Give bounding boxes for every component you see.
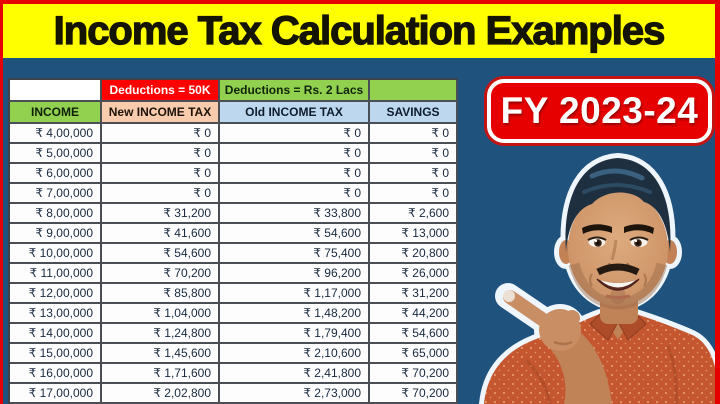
table-cell: ₹ 0 xyxy=(370,164,458,184)
table-row: ₹ 4,00,000 ₹ 0 ₹ 0 ₹ 0 xyxy=(10,124,458,144)
table-row: ₹ 13,00,000 ₹ 1,04,000 ₹ 1,48,200 ₹ 44,200 xyxy=(10,304,458,324)
fy-badge-label: FY 2023-24 xyxy=(500,90,699,131)
table-cell: ₹ 4,00,000 xyxy=(10,124,102,144)
table-cell: ₹ 0 xyxy=(370,124,458,144)
table-cell: ₹ 41,600 xyxy=(102,224,220,244)
table-cell: ₹ 75,400 xyxy=(220,244,370,264)
table-cell: ₹ 0 xyxy=(220,124,370,144)
table-row: ₹ 11,00,000 ₹ 70,200 ₹ 96,200 ₹ 26,000 xyxy=(10,264,458,284)
table-cell: ₹ 12,00,000 xyxy=(10,284,102,304)
table-cell: ₹ 1,71,600 xyxy=(102,364,220,384)
table-cell: ₹ 65,000 xyxy=(370,344,458,364)
table-cell: ₹ 1,24,800 xyxy=(102,324,220,344)
table-row: ₹ 6,00,000 ₹ 0 ₹ 0 ₹ 0 xyxy=(10,164,458,184)
table-row: ₹ 8,00,000 ₹ 31,200 ₹ 33,800 ₹ 2,600 xyxy=(10,204,458,224)
table-row: ₹ 14,00,000 ₹ 1,24,800 ₹ 1,79,400 ₹ 54,600 xyxy=(10,324,458,344)
table-cell: ₹ 13,00,000 xyxy=(10,304,102,324)
table-cell: ₹ 0 xyxy=(102,164,220,184)
table-cell: ₹ 26,000 xyxy=(370,264,458,284)
column-header-row: INCOME New INCOME TAX Old INCOME TAX SAV… xyxy=(10,102,458,124)
fy-badge: FY 2023-24 xyxy=(487,79,712,143)
table-row: ₹ 10,00,000 ₹ 54,600 ₹ 75,400 ₹ 20,800 xyxy=(10,244,458,264)
table-cell: ₹ 13,000 xyxy=(370,224,458,244)
shirt xyxy=(484,313,720,404)
table-cell: ₹ 0 xyxy=(220,144,370,164)
table-cell: ₹ 31,200 xyxy=(370,284,458,304)
table-cell: ₹ 1,45,600 xyxy=(102,344,220,364)
table-cell: ₹ 11,00,000 xyxy=(10,264,102,284)
table-cell: ₹ 70,200 xyxy=(370,384,458,404)
table-cell: ₹ 10,00,000 xyxy=(10,244,102,264)
table-row: ₹ 12,00,000 ₹ 85,800 ₹ 1,17,000 ₹ 31,200 xyxy=(10,284,458,304)
table-cell: ₹ 0 xyxy=(220,164,370,184)
table-cell: ₹ 85,800 xyxy=(102,284,220,304)
col-header-income: INCOME xyxy=(10,102,102,124)
table-cell: ₹ 2,600 xyxy=(370,204,458,224)
table-cell: ₹ 0 xyxy=(370,184,458,204)
table-row: ₹ 9,00,000 ₹ 41,600 ₹ 54,600 ₹ 13,000 xyxy=(10,224,458,244)
table-cell: ₹ 8,00,000 xyxy=(10,204,102,224)
table-cell: ₹ 2,02,800 xyxy=(102,384,220,404)
table-cell: ₹ 0 xyxy=(102,124,220,144)
table-cell: ₹ 20,800 xyxy=(370,244,458,264)
table-cell: ₹ 1,04,000 xyxy=(102,304,220,324)
table-row: ₹ 7,00,000 ₹ 0 ₹ 0 ₹ 0 xyxy=(10,184,458,204)
income-tax-table: Deductions = 50K Deductions = Rs. 2 Lacs… xyxy=(8,78,458,404)
deductions-new-regime-label: Deductions = 50K xyxy=(102,80,220,102)
table-cell: ₹ 0 xyxy=(102,144,220,164)
table-cell: ₹ 1,17,000 xyxy=(220,284,370,304)
presenter-pointing-photo xyxy=(466,148,720,404)
presenter-illustration xyxy=(479,153,720,404)
table-cell: ₹ 0 xyxy=(102,184,220,204)
table-cell: ₹ 96,200 xyxy=(220,264,370,284)
face xyxy=(559,190,677,310)
table-row: ₹ 16,00,000 ₹ 1,71,600 ₹ 2,41,800 ₹ 70,200 xyxy=(10,364,458,384)
table-cell: ₹ 54,600 xyxy=(102,244,220,264)
table-cell: ₹ 0 xyxy=(370,144,458,164)
table-cell: ₹ 1,79,400 xyxy=(220,324,370,344)
table-cell: ₹ 7,00,000 xyxy=(10,184,102,204)
table-cell: ₹ 15,00,000 xyxy=(10,344,102,364)
page-title: Income Tax Calculation Examples xyxy=(53,8,666,53)
title-banner: Income Tax Calculation Examples xyxy=(3,4,715,58)
col-header-new-income-tax: New INCOME TAX xyxy=(102,102,220,124)
table-cell: ₹ 6,00,000 xyxy=(10,164,102,184)
table-cell: ₹ 2,41,800 xyxy=(220,364,370,384)
table-body: ₹ 4,00,000 ₹ 0 ₹ 0 ₹ 0 ₹ 5,00,000 ₹ 0 ₹ 0 ₹ 0 ₹ … xyxy=(10,124,458,404)
table-cell: ₹ 70,200 xyxy=(370,364,458,384)
table-cell: ₹ 9,00,000 xyxy=(10,224,102,244)
table-cell: ₹ 70,200 xyxy=(102,264,220,284)
table-cell: ₹ 5,00,000 xyxy=(10,144,102,164)
table-cell: ₹ 54,600 xyxy=(220,224,370,244)
table-row: ₹ 15,00,000 ₹ 1,45,600 ₹ 2,10,600 ₹ 65,000 xyxy=(10,344,458,364)
table-cell: ₹ 17,00,000 xyxy=(10,384,102,404)
table-cell: ₹ 2,73,000 xyxy=(220,384,370,404)
col-header-savings: SAVINGS xyxy=(370,102,458,124)
table-cell: ₹ 1,48,200 xyxy=(220,304,370,324)
col-header-old-income-tax: Old INCOME TAX xyxy=(220,102,370,124)
table-row: ₹ 17,00,000 ₹ 2,02,800 ₹ 2,73,000 ₹ 70,200 xyxy=(10,384,458,404)
deductions-blank-income-cell xyxy=(10,80,102,102)
deductions-old-regime-label: Deductions = Rs. 2 Lacs xyxy=(220,80,370,102)
table-cell: ₹ 31,200 xyxy=(102,204,220,224)
pointing-hand xyxy=(503,290,612,404)
table-row: ₹ 5,00,000 ₹ 0 ₹ 0 ₹ 0 xyxy=(10,144,458,164)
deductions-blank-savings-cell xyxy=(370,80,458,102)
hair xyxy=(565,158,671,252)
table-cell: ₹ 14,00,000 xyxy=(10,324,102,344)
table-cell: ₹ 0 xyxy=(220,184,370,204)
deductions-header-row: Deductions = 50K Deductions = Rs. 2 Lacs xyxy=(10,80,458,102)
table-cell: ₹ 2,10,600 xyxy=(220,344,370,364)
table-cell: ₹ 44,200 xyxy=(370,304,458,324)
table-cell: ₹ 54,600 xyxy=(370,324,458,344)
table-cell: ₹ 16,00,000 xyxy=(10,364,102,384)
table-cell: ₹ 33,800 xyxy=(220,204,370,224)
